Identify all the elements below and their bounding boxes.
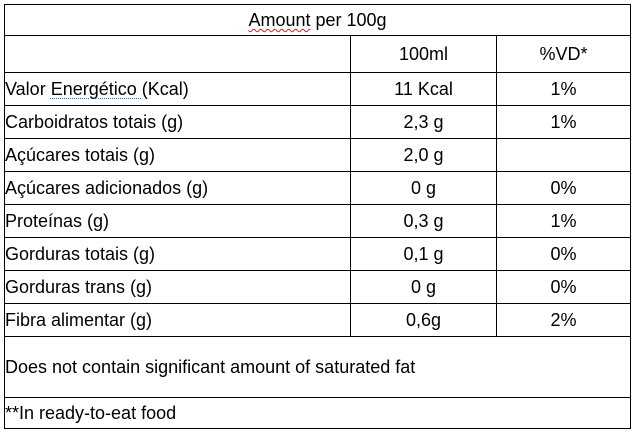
nutrient-value: 0,3 g [350, 204, 497, 238]
header-label [4, 35, 351, 73]
nutrient-name-pre: Gorduras trans (g) [5, 277, 153, 297]
nutrient-percent-dv: 1% [495, 72, 632, 106]
nutrient-value: 0,6g [350, 303, 497, 337]
table-row: Açúcares totais (g) 2,0 g [4, 138, 632, 172]
nutrient-value: 0 g [350, 270, 497, 304]
nutrient-percent-dv: 2% [495, 303, 632, 337]
nutrient-value: 0 g [350, 171, 497, 205]
nutrient-percent-dv: 1% [495, 105, 632, 139]
nutrient-name-pre: Açúcares totais (g) [5, 145, 156, 165]
nutrient-name-pre: Açúcares adicionados (g) [5, 178, 209, 198]
nutrient-name: Gorduras totais (g) [4, 237, 351, 271]
nutrition-table: Amount per 100g 100ml %VD* Valor Energét… [3, 4, 632, 429]
table-row: Gorduras trans (g) 0 g 0% [4, 270, 632, 304]
nutrient-name-pre: Proteínas (g) [5, 211, 110, 231]
header-percent-dv: %VD* [495, 35, 632, 73]
nutrient-percent-dv: 1% [495, 204, 632, 238]
nutrient-name-post: (Kcal) [141, 79, 189, 99]
title-row: Amount per 100g [3, 4, 632, 36]
nutrient-name: Carboidratos totais (g) [4, 105, 351, 139]
nutrient-percent-dv [495, 138, 632, 172]
nutrient-percent-dv: 0% [495, 237, 632, 271]
note-row: Does not contain significant amount of s… [3, 336, 632, 398]
footnote: **In ready-to-eat food [3, 397, 632, 429]
nutrient-name: Proteínas (g) [4, 204, 351, 238]
nutrient-name: Açúcares totais (g) [4, 138, 351, 172]
nutrient-value: 2,3 g [350, 105, 497, 139]
table-row: Valor Energético (Kcal) 11 Kcal 1% [4, 72, 632, 106]
title-first-word: Amount [248, 10, 311, 30]
nutrient-name-underlined: Energético [50, 79, 142, 99]
table-row: Açúcares adicionados (g) 0 g 0% [4, 171, 632, 205]
table-row: Fibra alimentar (g) 0,6g 2% [4, 303, 632, 337]
header-100ml: 100ml [350, 35, 497, 73]
nutrient-name: Valor Energético (Kcal) [4, 72, 351, 106]
table-title: Amount per 100g [3, 4, 632, 36]
nutrient-name: Açúcares adicionados (g) [4, 171, 351, 205]
saturated-fat-note: Does not contain significant amount of s… [3, 336, 632, 398]
table-row: Carboidratos totais (g) 2,3 g 1% [4, 105, 632, 139]
nutrient-name-pre: Fibra alimentar (g) [5, 310, 153, 330]
nutrient-percent-dv: 0% [495, 171, 632, 205]
nutrient-name: Gorduras trans (g) [4, 270, 351, 304]
nutrient-name-pre: Carboidratos totais (g) [5, 112, 184, 132]
footnote-row: **In ready-to-eat food [3, 397, 632, 429]
title-rest: per 100g [310, 10, 387, 30]
nutrient-percent-dv: 0% [495, 270, 632, 304]
table-row: Gorduras totais (g) 0,1 g 0% [4, 237, 632, 271]
table-row: Proteínas (g) 0,3 g 1% [4, 204, 632, 238]
nutrient-value: 0,1 g [350, 237, 497, 271]
nutrient-name: Fibra alimentar (g) [4, 303, 351, 337]
header-row: 100ml %VD* [4, 35, 632, 73]
nutrient-value: 11 Kcal [350, 72, 497, 106]
nutrient-name-pre: Valor [5, 79, 51, 99]
nutrient-value: 2,0 g [350, 138, 497, 172]
nutrient-name-pre: Gorduras totais (g) [5, 244, 156, 264]
